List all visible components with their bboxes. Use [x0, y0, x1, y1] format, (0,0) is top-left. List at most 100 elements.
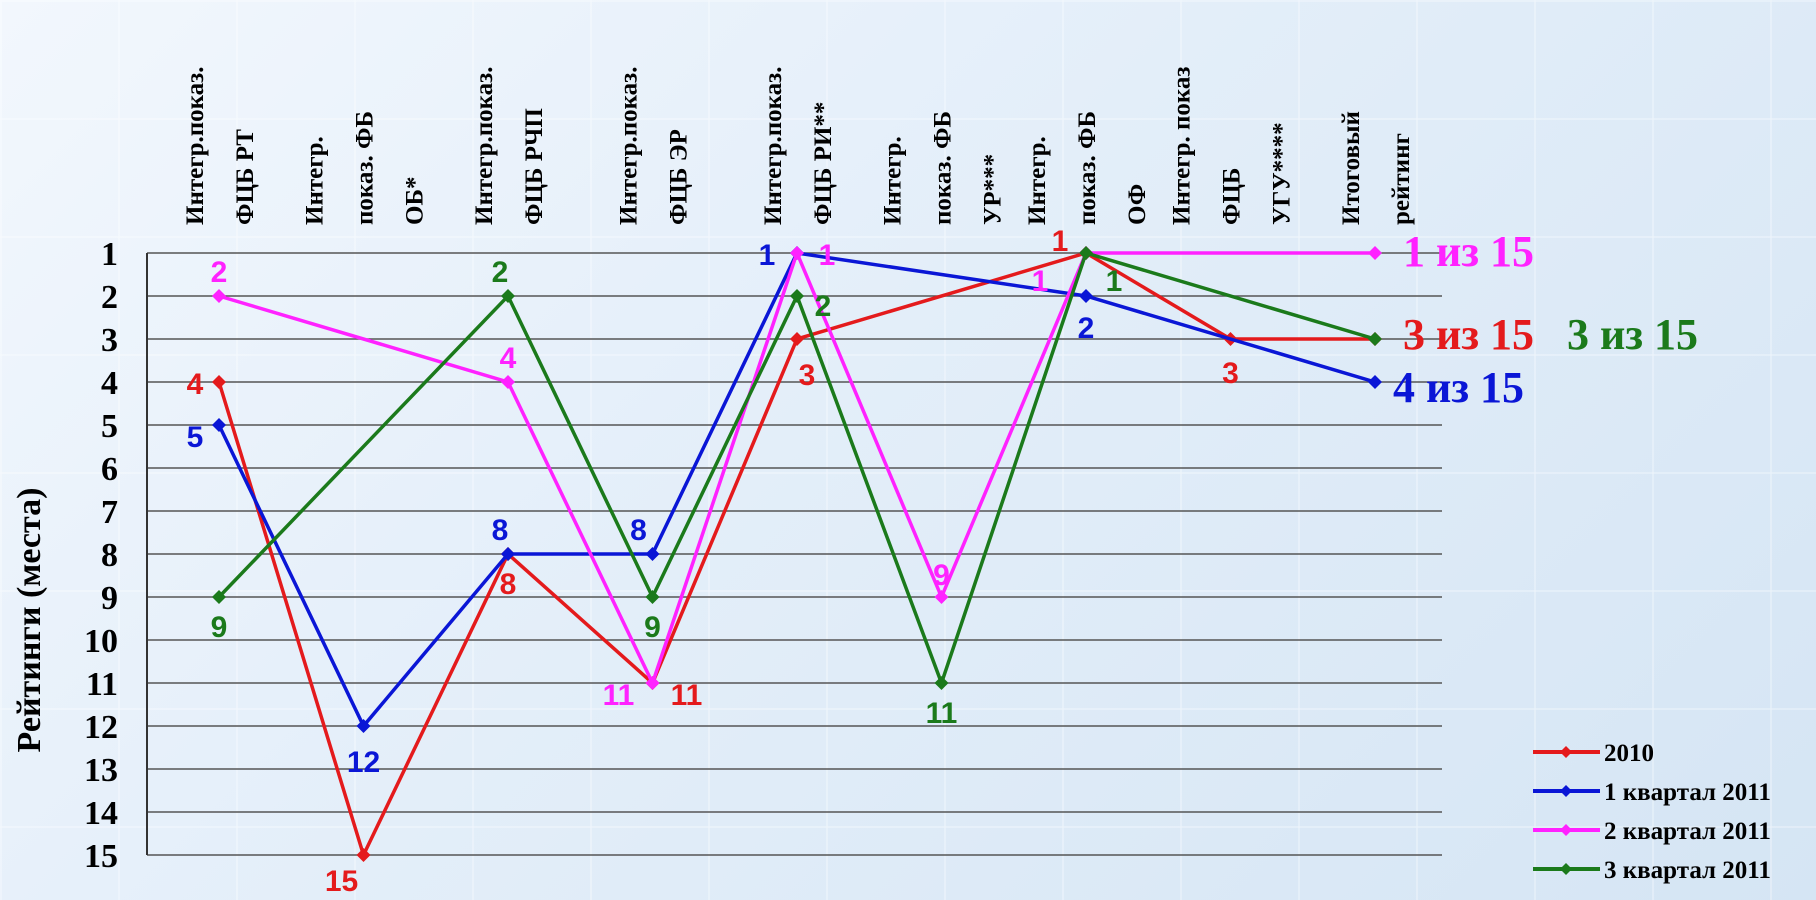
final-rank-label: 4 из 15	[1393, 363, 1524, 412]
series-1-квартал-2011	[212, 246, 1382, 733]
data-label: 3	[1222, 357, 1239, 390]
data-label: 8	[500, 568, 517, 601]
column-header: Интегр. показ. ФБ ОФ	[1024, 111, 1151, 225]
data-point	[790, 332, 804, 346]
column-header: Интегр.показ. ФЦБ РИ**	[760, 67, 837, 225]
column-header-line: УР***	[980, 154, 1007, 225]
column-header-line: Интегр.показ.	[760, 67, 787, 225]
y-tick-label: 4	[101, 365, 118, 402]
data-point	[356, 848, 371, 862]
grid-lines	[146, 252, 1442, 856]
column-header-line: ФЦБ РИ**	[810, 102, 837, 225]
data-label: 12	[347, 746, 380, 779]
column-header-line: ФЦБ РТ	[232, 129, 259, 225]
column-header-line: ФЦБ РЧП	[521, 108, 548, 225]
data-label: 11	[671, 679, 703, 712]
y-tick-label: 5	[101, 408, 118, 445]
data-label: 11	[926, 697, 958, 730]
column-header-line: показ. ФБ	[930, 111, 957, 225]
column-header-line: Интегр.	[880, 136, 907, 225]
column-header-line: Итоговый	[1338, 111, 1365, 225]
data-label: 1	[759, 239, 776, 272]
data-point	[356, 719, 371, 733]
data-label: 15	[325, 865, 358, 898]
legend-swatch-marker	[1560, 785, 1572, 797]
legend-item: 2010	[1533, 740, 1654, 767]
data-label: 5	[187, 421, 204, 454]
data-label: 9	[211, 611, 228, 644]
final-rank-label: 1 из 15	[1403, 227, 1534, 276]
column-header: Итоговый рейтинг	[1338, 111, 1415, 225]
column-header-line: Интегр.	[302, 136, 329, 225]
column-header-line: Интегр.показ.	[471, 67, 498, 225]
y-tick-label: 12	[84, 709, 118, 746]
data-point	[645, 676, 660, 690]
data-label: 11	[603, 679, 635, 712]
y-tick-label: 14	[84, 795, 118, 832]
data-point	[212, 590, 226, 604]
data-label: 1	[819, 239, 836, 272]
data-label: 2	[492, 256, 509, 289]
final-rank-label: 3 из 15	[1567, 310, 1698, 359]
legend-label: 2010	[1604, 740, 1654, 767]
data-point	[212, 289, 226, 303]
column-header-line: Интегр. показ	[1169, 67, 1196, 225]
column-header-line: Интегр.	[1024, 136, 1051, 225]
column-header-line: рейтинг	[1388, 133, 1415, 225]
column-header: Интегр.показ. ФЦБ ЭР	[616, 67, 693, 225]
data-point	[501, 547, 515, 561]
data-label: 3	[799, 359, 816, 392]
y-tick-label: 6	[101, 451, 118, 488]
column-header-line: ОБ*	[402, 177, 429, 225]
data-label: 9	[644, 611, 661, 644]
column-header-line: ОФ	[1124, 184, 1151, 225]
column-header-line: Интегр.показ.	[616, 67, 643, 225]
column-header-line: показ. ФБ	[1074, 111, 1101, 225]
data-label: 2	[1078, 312, 1095, 345]
data-point	[1368, 332, 1382, 346]
y-tick-label: 8	[101, 537, 118, 574]
data-point	[934, 590, 949, 604]
y-tick-label: 3	[101, 322, 118, 359]
legend-item: 1 квартал 2011	[1533, 779, 1771, 806]
y-tick-label: 10	[84, 623, 118, 660]
data-label: 1	[1032, 265, 1049, 298]
y-tick-label: 9	[101, 580, 118, 617]
column-header: Интегр.показ. ФЦБ РЧП	[471, 67, 548, 225]
legend-label: 1 квартал 2011	[1604, 779, 1771, 806]
data-label: 4	[500, 342, 517, 375]
legend-item: 3 квартал 2011	[1533, 857, 1771, 884]
data-label: 2	[815, 290, 832, 323]
series-line	[217, 251, 1375, 860]
column-header-line: показ. ФБ	[352, 111, 379, 225]
data-point	[790, 246, 804, 260]
data-point	[1368, 375, 1382, 389]
y-tick-label: 15	[84, 838, 118, 875]
series-lines	[212, 246, 1382, 862]
column-header: Интегр. показ. ФБ ОБ*	[302, 111, 429, 225]
data-label: 4	[187, 368, 204, 401]
y-axis-label: Рейтинги (места)	[11, 488, 48, 753]
column-header-line: ФЦБ	[1219, 168, 1246, 225]
data-point	[501, 375, 515, 389]
data-point	[645, 590, 660, 604]
y-tick-label: 7	[101, 494, 118, 531]
column-header-line: Интегр.показ.	[182, 67, 209, 225]
data-label: 9	[933, 559, 950, 592]
final-rank-label: 3 из 15	[1403, 310, 1534, 359]
legend-label: 2 квартал 2011	[1604, 818, 1771, 845]
legend: 2010 1 квартал 2011 2 квартал 2011 3 кварта…	[1533, 740, 1771, 884]
column-header: Интегр. показ ФЦБ УГУ****	[1169, 67, 1296, 225]
column-header-line: ФЦБ ЭР	[666, 129, 693, 225]
final-rank-labels: 1 из 153 из 15 3 из 154 из 15	[1393, 227, 1698, 412]
data-point	[645, 547, 660, 561]
column-header-line: УГУ****	[1269, 122, 1296, 225]
column-header: Интегр. показ. ФБ УР***	[880, 111, 1007, 225]
data-point	[1079, 246, 1093, 260]
data-point	[1368, 246, 1382, 260]
series-3-квартал-2011	[212, 246, 1382, 690]
legend-swatch-marker	[1560, 863, 1572, 875]
